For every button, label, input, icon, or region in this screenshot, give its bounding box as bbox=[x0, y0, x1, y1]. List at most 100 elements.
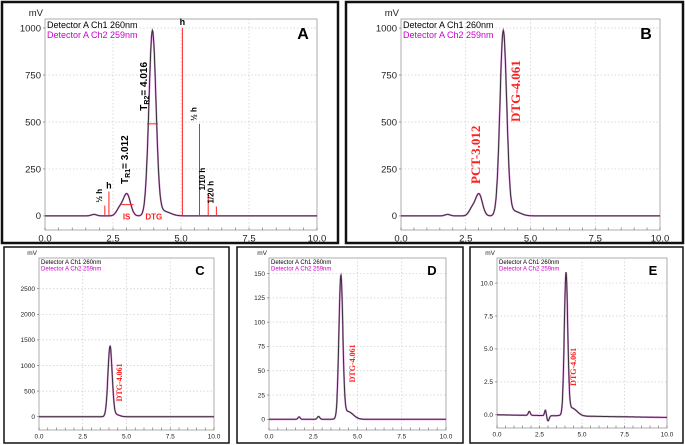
y-tick-label: 75 bbox=[258, 344, 266, 351]
y-tick-label: 2500 bbox=[21, 286, 36, 293]
x-tick-label: 2.5 bbox=[309, 434, 318, 441]
compound-label: DTG-4.061 bbox=[508, 60, 523, 122]
x-tick-label: 10.0 bbox=[308, 234, 327, 245]
trace-ch1 bbox=[497, 272, 667, 422]
x-tick-label: 5.0 bbox=[524, 234, 537, 245]
y-unit-label: mV bbox=[257, 250, 267, 257]
y-tick-label: 2.5 bbox=[484, 379, 493, 386]
compound-label: DTG-4.061 bbox=[348, 344, 357, 382]
x-tick-label: 10.0 bbox=[208, 434, 221, 441]
legend-ch1: Detector A Ch1 260nm bbox=[41, 260, 101, 266]
y-tick-label: 125 bbox=[254, 295, 265, 302]
panel-c: 0.0 2.5 5.0 7.5 10.0 0 500 1000 1500 2000 2500 mV De… bbox=[3, 246, 230, 444]
y-tick-label: 500 bbox=[381, 117, 397, 128]
height-marker-label: ½ h bbox=[95, 189, 104, 203]
trace-ch1 bbox=[39, 345, 214, 418]
y-unit-label: mV bbox=[29, 8, 44, 19]
panel-b: 0.0 2.5 5.0 7.5 10.002505007501000mVDetector… bbox=[344, 0, 685, 245]
legend-ch2: Detector A Ch2 259nm bbox=[47, 30, 138, 40]
y-tick-label: 1000 bbox=[21, 363, 36, 370]
y-tick-label: 150 bbox=[254, 271, 265, 278]
x-tick-label: 2.5 bbox=[459, 234, 472, 245]
legend-ch2: Detector A Ch2 259nm bbox=[271, 267, 331, 273]
peak-label: DTG bbox=[145, 213, 162, 222]
x-tick-label: 0.0 bbox=[264, 434, 273, 441]
y-tick-label: 1500 bbox=[21, 337, 36, 344]
y-tick-label: 100 bbox=[254, 319, 265, 326]
x-tick-label: 0.0 bbox=[394, 234, 407, 245]
x-tick-label: 10.0 bbox=[651, 234, 670, 245]
trace-ch1 bbox=[269, 273, 446, 420]
legend-ch2: Detector A Ch2 259nm bbox=[499, 267, 559, 273]
legend-ch1: Detector A Ch1 260nm bbox=[47, 20, 138, 30]
y-tick-label: 7.5 bbox=[484, 313, 493, 320]
x-tick-label: 2.5 bbox=[106, 234, 119, 245]
y-tick-label: 750 bbox=[25, 70, 41, 81]
x-tick-label: 7.5 bbox=[397, 434, 406, 441]
x-tick-label: 0.0 bbox=[38, 234, 51, 245]
y-tick-label: 750 bbox=[381, 70, 397, 81]
y-unit-label: mV bbox=[385, 8, 400, 19]
x-tick-label: 2.5 bbox=[535, 432, 544, 439]
y-tick-label: 1000 bbox=[20, 23, 41, 34]
y-tick-label: 500 bbox=[24, 388, 35, 395]
height-marker-label: ½ h bbox=[189, 107, 198, 121]
panel-frame bbox=[344, 0, 685, 245]
y-tick-label: 0 bbox=[36, 211, 41, 222]
x-tick-label: 10.0 bbox=[440, 434, 453, 441]
y-tick-label: 1000 bbox=[376, 23, 397, 34]
y-tick-label: 0.0 bbox=[484, 412, 493, 419]
compound-label: DTG-4.061 bbox=[115, 363, 124, 401]
y-tick-label: 250 bbox=[381, 164, 397, 175]
panel-d: 0.0 2.5 5.0 7.5 10.0 0 25 50 75 100 125 150 mV Detect… bbox=[236, 246, 464, 444]
panel-frame bbox=[3, 246, 230, 444]
retention-time-label: TR1= 3.012 bbox=[120, 135, 132, 184]
y-tick-label: 2000 bbox=[21, 312, 36, 319]
y-tick-label: 25 bbox=[258, 392, 266, 399]
height-marker-label: h bbox=[180, 17, 186, 27]
panel-letter: C bbox=[195, 263, 205, 278]
panel-frame bbox=[0, 0, 340, 245]
rt-value: = 3.012 bbox=[120, 135, 131, 169]
y-tick-label: 0 bbox=[392, 211, 397, 222]
y-tick-label: 0 bbox=[261, 417, 265, 424]
compound-label: PCT-3.012 bbox=[468, 126, 483, 184]
panel-a: 0.0 2.5 5.0 7.5 10.002505007501000mVDetector… bbox=[0, 0, 340, 245]
legend-ch1: Detector A Ch1 260nm bbox=[499, 260, 559, 266]
x-tick-label: 2.5 bbox=[78, 434, 87, 441]
trace-ch1 bbox=[401, 28, 660, 217]
height-marker-label: 1/20 h bbox=[206, 181, 215, 204]
x-tick-label: 0.0 bbox=[492, 432, 501, 439]
x-tick-label: 7.5 bbox=[242, 234, 255, 245]
y-tick-label: 500 bbox=[25, 117, 41, 128]
y-unit-label: mV bbox=[27, 250, 37, 257]
y-unit-label: mV bbox=[485, 250, 495, 257]
panel-frame bbox=[236, 246, 464, 444]
x-tick-label: 10.0 bbox=[661, 432, 674, 439]
panel-e: 0.0 2.5 5.0 7.5 10.0 0.0 2.5 5.0 7.5 10.0 mV Detect… bbox=[469, 246, 684, 444]
x-tick-label: 5.0 bbox=[122, 434, 131, 441]
y-tick-label: 5.0 bbox=[484, 346, 493, 353]
retention-time-label: TR2= 4.016 bbox=[139, 62, 151, 111]
y-tick-label: 0 bbox=[31, 414, 35, 421]
rt-subscript: R2 bbox=[144, 96, 151, 105]
y-tick-label: 50 bbox=[258, 368, 266, 375]
rt-value: = 4.016 bbox=[139, 62, 150, 96]
rt-subscript: R1 bbox=[125, 169, 132, 178]
height-marker-label: h bbox=[106, 180, 112, 190]
rt-prefix: T bbox=[120, 178, 131, 184]
compound-label: DTG-4.061 bbox=[569, 348, 578, 386]
x-tick-label: 5.0 bbox=[577, 432, 586, 439]
panel-letter: E bbox=[649, 263, 658, 278]
trace-ch1 bbox=[45, 28, 317, 217]
y-tick-label: 250 bbox=[25, 164, 41, 175]
height-marker-label: 1/10 h bbox=[198, 168, 207, 191]
x-tick-label: 5.0 bbox=[174, 234, 187, 245]
legend-ch1: Detector A Ch1 260nm bbox=[403, 20, 494, 30]
panel-letter: D bbox=[427, 263, 436, 278]
y-tick-label: 10.0 bbox=[480, 280, 493, 287]
x-tick-label: 0.0 bbox=[34, 434, 43, 441]
legend-ch2: Detector A Ch2 259nm bbox=[41, 267, 101, 273]
